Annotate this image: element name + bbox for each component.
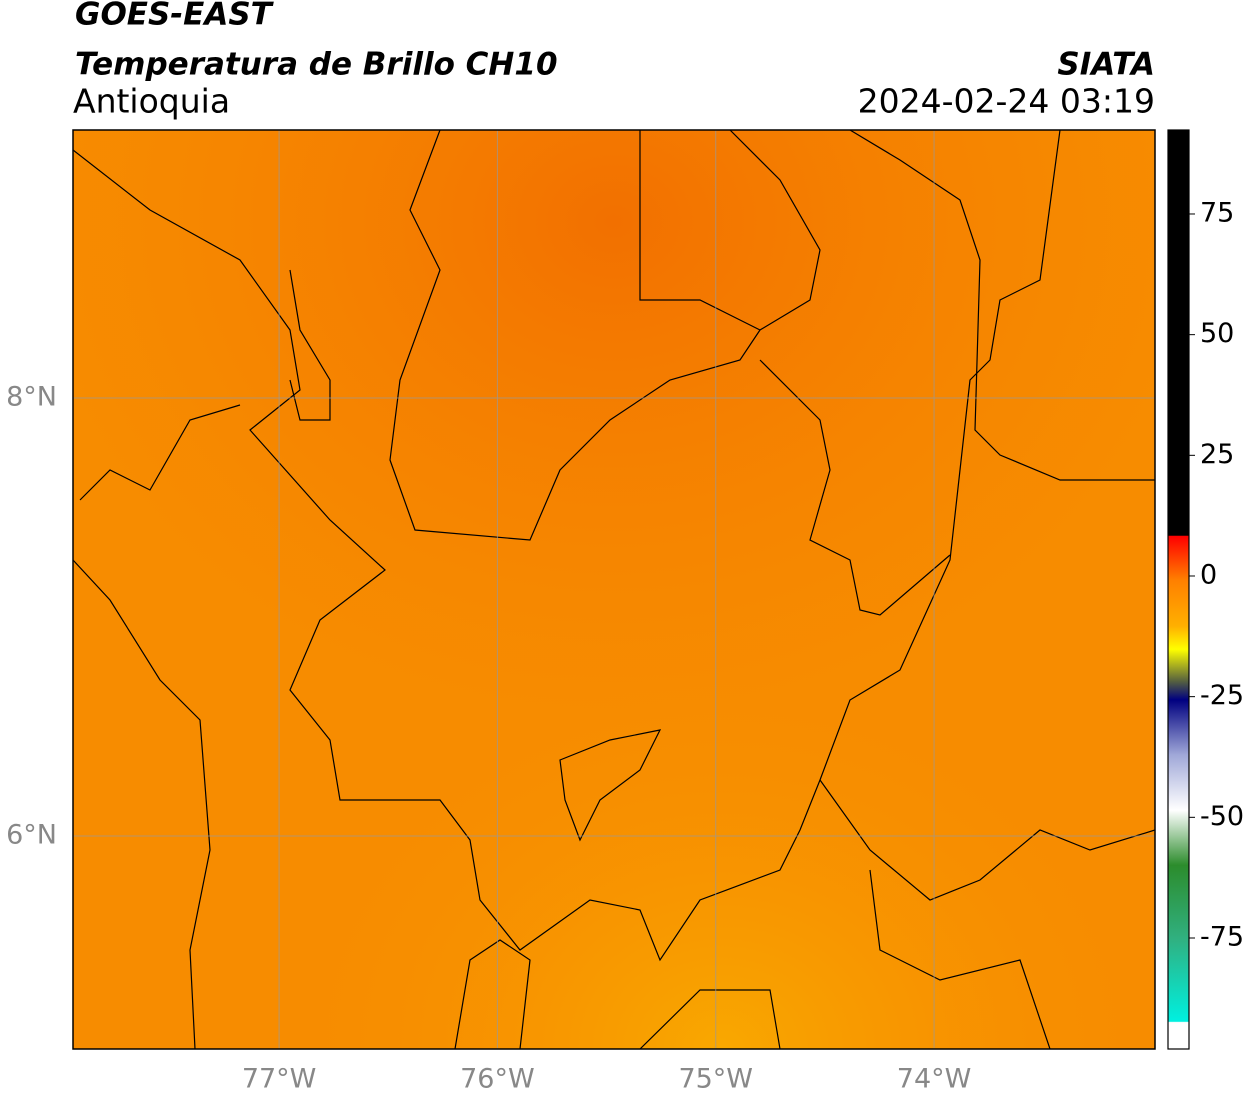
title: GOES-EAST [75, 0, 275, 33]
map-shading [73, 130, 1155, 1049]
region: Antioquia [73, 82, 230, 121]
colorbar-tick-label: 25 [1200, 439, 1234, 470]
source: SIATA [1057, 47, 1155, 83]
grid-layer [73, 130, 1155, 1049]
colorbar-tick-label: -25 [1200, 680, 1244, 711]
datetime: 2024-02-24 03:19 [858, 82, 1155, 121]
lon-tick-label: 76°W [460, 1064, 535, 1095]
colorbar-tick-label: 0 [1200, 559, 1217, 590]
colorbar-tick-label: 75 [1200, 197, 1234, 228]
subtitle: Temperatura de Brillo CH10 [75, 47, 558, 83]
map-area [73, 130, 1155, 1049]
colorbar-tick-label: -75 [1200, 921, 1244, 952]
map-frame [72, 129, 1156, 1050]
colorbar-tick-label: 50 [1200, 318, 1234, 349]
borders [73, 130, 1155, 1049]
lon-tick-label: 74°W [897, 1064, 972, 1095]
lon-tick-label: 75°W [678, 1064, 753, 1095]
lon-tick-label: 77°W [242, 1064, 317, 1095]
lat-tick-label: 6°N [6, 819, 57, 850]
lat-tick-label: 8°N [6, 382, 57, 413]
colorbar-tick-label: -50 [1200, 801, 1244, 832]
colorbar [1167, 129, 1190, 1050]
